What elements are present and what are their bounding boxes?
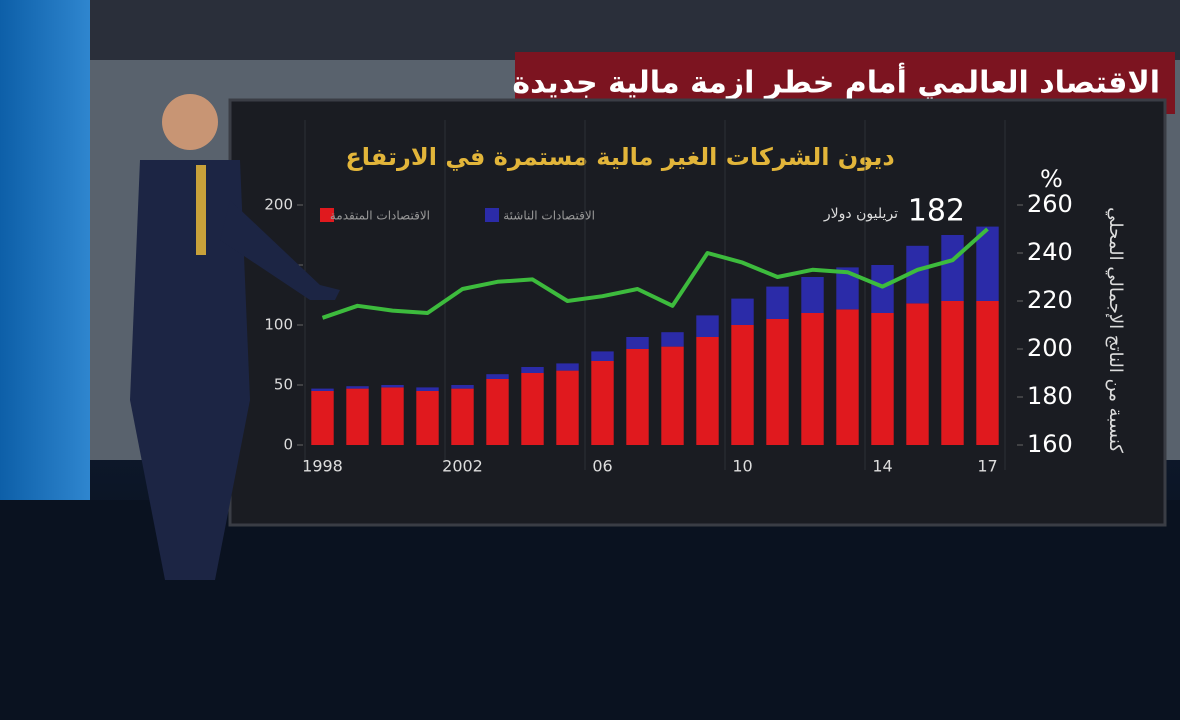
y2-tick-label: 220: [1027, 286, 1073, 314]
bar-segment: [556, 363, 579, 371]
banner-text: الاقتصاد العالمي أمام خطر ازمة مالية جدي…: [512, 63, 1160, 101]
presenter-head: [162, 94, 218, 150]
y-tick-label: 0: [283, 436, 293, 454]
bar-segment: [976, 226, 999, 301]
bar-segment: [766, 286, 789, 319]
bar-segment: [976, 301, 999, 445]
y-tick-label: 100: [264, 316, 293, 334]
legend-label: الاقتصادات المتقدمة: [330, 209, 430, 223]
bar-segment: [731, 325, 754, 445]
bar-segment: [556, 370, 579, 445]
bar-segment: [416, 391, 439, 445]
chart: ديون الشركات الغير مالية مستمرة في الارت…: [264, 120, 1126, 476]
bar-segment: [661, 332, 684, 347]
bar-segment: [696, 337, 719, 445]
y2-axis-label: كنسبة من الناتج الإجمالي المحلي: [1105, 207, 1126, 453]
bar-segment: [906, 245, 929, 304]
side-wall: [0, 0, 90, 500]
bar-segment: [451, 388, 474, 445]
y2-tick-label: 160: [1027, 430, 1073, 458]
bar-segment: [381, 387, 404, 445]
y2-tick-label: 180: [1027, 382, 1073, 410]
presenter-body: [130, 160, 250, 580]
bar-segment: [836, 267, 859, 310]
chart-title: ديون الشركات الغير مالية مستمرة في الارت…: [345, 143, 894, 171]
bar-segment: [871, 313, 894, 445]
y-tick-label: 50: [274, 376, 293, 394]
bar-segment: [486, 374, 509, 379]
bar-segment: [871, 265, 894, 313]
legend-swatch: [485, 208, 499, 222]
annotation-value: 182: [908, 194, 965, 229]
y2-tick-label: 260: [1027, 190, 1073, 218]
bar-segment: [346, 388, 369, 445]
legend-swatch: [320, 208, 334, 222]
ceiling: [90, 0, 1180, 60]
bar-segment: [346, 386, 369, 389]
bar-segment: [836, 309, 859, 445]
legend-label: الاقتصادات الناشئة: [503, 209, 595, 223]
x-tick-label: 2002: [442, 457, 483, 476]
bar-segment: [941, 235, 964, 301]
y-tick-label: 200: [264, 196, 293, 214]
bar-segment: [731, 298, 754, 325]
x-tick-label: 14: [872, 457, 892, 476]
bar-segment: [521, 367, 544, 373]
bar-segment: [311, 391, 334, 445]
x-tick-label: 17: [977, 457, 997, 476]
chart-panel: [228, 98, 1167, 527]
bar-segment: [626, 349, 649, 445]
bar-segment: [591, 351, 614, 361]
bar-segment: [801, 313, 824, 445]
presenter-arm: [220, 200, 340, 300]
bar-segment: [451, 385, 474, 389]
bar-segment: [801, 277, 824, 313]
bar-segment: [486, 379, 509, 445]
y2-unit: %: [1040, 165, 1063, 193]
bar-segment: [591, 361, 614, 445]
bar-segment: [626, 337, 649, 349]
bar-segment: [521, 373, 544, 445]
bar-segment: [311, 388, 334, 391]
annotation-unit: تريليون دولار: [823, 206, 898, 222]
bar-segment: [696, 315, 719, 337]
x-tick-label: 1998: [302, 457, 343, 476]
presenter: [130, 94, 340, 580]
y2-tick-label: 200: [1027, 334, 1073, 362]
bar-segment: [381, 385, 404, 388]
y2-tick-label: 240: [1027, 238, 1073, 266]
bar-segment: [416, 387, 439, 391]
line: [321, 227, 989, 320]
bar-segment: [941, 301, 964, 445]
x-tick-label: 10: [732, 457, 752, 476]
presenter-tie: [196, 165, 206, 255]
bar-segment: [906, 303, 929, 445]
bar-segment: [766, 319, 789, 445]
x-tick-label: 06: [592, 457, 612, 476]
bar-segment: [661, 346, 684, 445]
